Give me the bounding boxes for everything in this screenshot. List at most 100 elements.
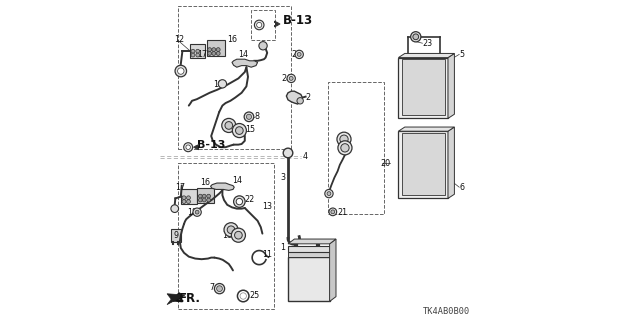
Polygon shape (287, 91, 302, 104)
Circle shape (411, 32, 421, 42)
Circle shape (207, 194, 211, 198)
Text: TK4AB0B00: TK4AB0B00 (423, 307, 470, 316)
Polygon shape (398, 53, 454, 58)
Bar (398, 58, 448, 118)
Circle shape (331, 210, 335, 214)
Text: B-13: B-13 (283, 14, 314, 27)
Circle shape (218, 80, 227, 88)
Text: 13: 13 (262, 202, 273, 211)
Bar (402, 133, 445, 195)
Circle shape (214, 284, 225, 294)
Text: 22: 22 (245, 196, 255, 204)
Bar (288, 246, 330, 252)
Bar (328, 82, 384, 214)
Circle shape (182, 196, 186, 200)
Text: B-13: B-13 (197, 140, 225, 150)
Text: 5: 5 (460, 50, 465, 59)
FancyBboxPatch shape (181, 189, 197, 204)
Circle shape (198, 194, 202, 198)
Bar (251, 10, 275, 40)
Text: 14: 14 (239, 50, 248, 59)
Circle shape (224, 223, 238, 237)
Circle shape (187, 196, 191, 200)
Text: 2: 2 (306, 93, 311, 102)
Text: 1: 1 (280, 244, 285, 252)
Circle shape (216, 52, 220, 55)
Text: 20: 20 (381, 159, 391, 168)
Circle shape (297, 52, 301, 56)
Circle shape (207, 198, 211, 202)
Text: 6: 6 (460, 183, 464, 192)
Circle shape (327, 192, 331, 196)
Text: 11: 11 (262, 250, 273, 259)
Circle shape (216, 286, 223, 292)
Circle shape (186, 145, 191, 149)
Circle shape (295, 50, 303, 59)
Bar (178, 163, 274, 309)
Text: 4: 4 (302, 152, 307, 161)
Circle shape (227, 226, 235, 234)
Circle shape (196, 53, 200, 57)
Text: 25: 25 (175, 68, 186, 76)
Circle shape (283, 148, 293, 158)
FancyBboxPatch shape (207, 40, 225, 56)
Circle shape (236, 198, 243, 205)
Text: 9: 9 (173, 231, 179, 240)
Text: 14: 14 (232, 176, 242, 185)
Circle shape (184, 143, 193, 152)
Circle shape (289, 76, 293, 80)
Circle shape (193, 208, 201, 216)
Text: 19: 19 (338, 135, 348, 144)
Polygon shape (167, 294, 185, 305)
Bar (288, 257, 330, 301)
Polygon shape (288, 239, 336, 244)
Circle shape (246, 114, 252, 119)
Polygon shape (330, 239, 336, 301)
Text: 15: 15 (245, 125, 255, 134)
Circle shape (325, 189, 333, 198)
Polygon shape (448, 53, 454, 118)
Circle shape (232, 124, 246, 138)
FancyBboxPatch shape (189, 44, 205, 58)
Text: FR.: FR. (179, 292, 200, 305)
Circle shape (171, 205, 179, 212)
Circle shape (338, 141, 352, 155)
Circle shape (287, 74, 296, 83)
Circle shape (191, 53, 195, 57)
Text: 25: 25 (250, 292, 260, 300)
Text: 7: 7 (210, 284, 215, 292)
Bar (398, 131, 448, 198)
Polygon shape (211, 183, 234, 190)
Circle shape (340, 144, 349, 152)
Circle shape (234, 196, 245, 207)
Circle shape (207, 48, 211, 52)
Text: 23: 23 (422, 39, 433, 48)
Circle shape (254, 20, 264, 30)
Circle shape (175, 65, 187, 77)
Bar (178, 6, 291, 149)
Circle shape (244, 112, 254, 122)
Text: 3: 3 (280, 173, 285, 182)
Circle shape (202, 198, 206, 202)
Circle shape (225, 122, 233, 129)
Circle shape (207, 52, 211, 55)
Polygon shape (398, 127, 454, 131)
Text: 17: 17 (175, 183, 186, 192)
Bar (288, 252, 330, 257)
Circle shape (178, 68, 184, 74)
Circle shape (236, 127, 243, 134)
Circle shape (221, 118, 236, 132)
FancyBboxPatch shape (197, 188, 214, 203)
Circle shape (216, 48, 220, 52)
Bar (402, 59, 445, 115)
Text: 17: 17 (197, 50, 207, 59)
Circle shape (212, 52, 216, 55)
Circle shape (413, 34, 419, 40)
Text: 24: 24 (291, 50, 301, 59)
Circle shape (297, 98, 303, 104)
Text: 18: 18 (212, 80, 223, 89)
Circle shape (198, 198, 202, 202)
Circle shape (259, 42, 268, 50)
Text: 10: 10 (223, 231, 232, 240)
Circle shape (195, 210, 199, 214)
